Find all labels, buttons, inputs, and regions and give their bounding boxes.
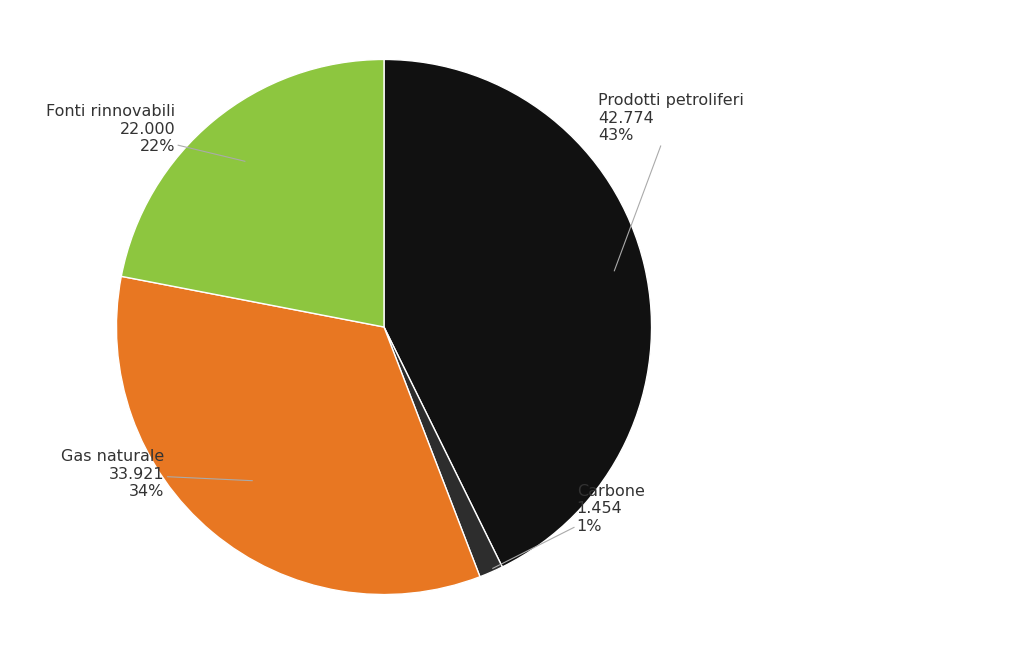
Text: Fonti rinnovabili
22.000
22%: Fonti rinnovabili 22.000 22% xyxy=(46,104,245,162)
Text: Prodotti petroliferi
42.774
43%: Prodotti petroliferi 42.774 43% xyxy=(598,94,743,271)
Wedge shape xyxy=(384,327,503,577)
Text: Gas naturale
33.921
34%: Gas naturale 33.921 34% xyxy=(61,449,252,499)
Text: Carbone
1.454
1%: Carbone 1.454 1% xyxy=(493,484,644,568)
Wedge shape xyxy=(121,60,384,327)
Wedge shape xyxy=(384,60,651,567)
Wedge shape xyxy=(117,277,480,594)
